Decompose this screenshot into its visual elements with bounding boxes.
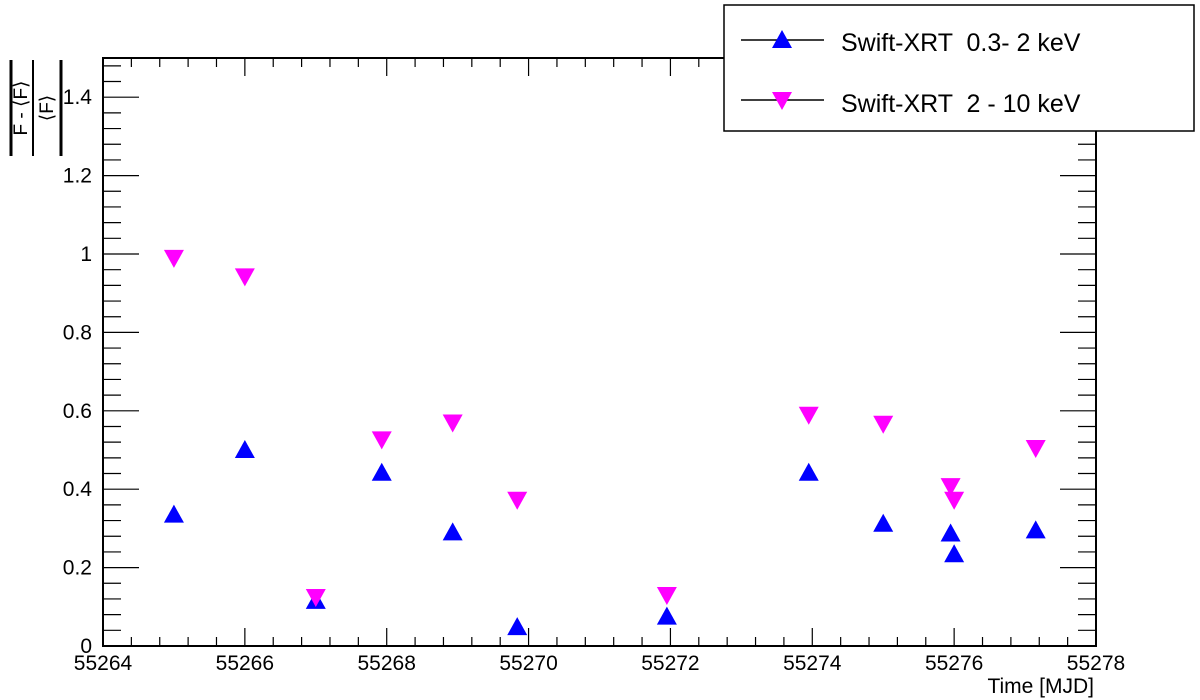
legend-box [723,4,1195,132]
x-tick-label: 55264 [74,652,133,675]
y-axis-label: F - ⟨F⟩ ⟨F⟩ [11,60,58,156]
soft-band-marker [163,504,184,523]
soft-band-marker [442,522,463,541]
x-tick-label: 55274 [783,652,842,675]
x-tick-label: 55278 [1067,652,1125,675]
y-axis-label-denominator: ⟨F⟩ [37,95,58,121]
y-tick-label: 0.8 [63,321,92,344]
x-tick-label: 55270 [499,652,557,675]
hard-band-marker [305,589,326,607]
data-markers [163,249,1046,636]
x-tick-label: 55268 [358,652,416,675]
soft-band-marker [656,606,677,625]
x-axis-tick-labels: 55264 55266 55268 55270 55272 55274 55276 55278 [74,652,1125,675]
soft-band-marker [944,544,965,563]
y-tick-label: 0.6 [63,400,92,423]
hard-band-marker [798,406,819,425]
hard-band-marker [234,268,255,287]
hard-band-marker [371,431,392,450]
y-tick-label: 0.4 [63,478,93,501]
y-axis-tick-labels: 0 0.2 0.4 0.6 0.8 1 1.2 1.4 [63,86,93,658]
hard-band-marker [873,415,894,434]
soft-band-marker [507,617,528,636]
y-tick-label: 1.4 [63,86,93,109]
y-tick-label: 0.2 [63,557,92,580]
y-axis-label-numerator: F - ⟨F⟩ [11,81,32,136]
soft-band-marker [1025,520,1046,539]
y-tick-label: 1.2 [63,165,92,188]
soft-band-marker [234,440,255,458]
legend-marker-hard [772,92,792,110]
soft-band-marker [940,523,961,542]
x-tick-label: 55276 [925,652,983,675]
hard-band-marker [1025,440,1046,459]
x-tick-label: 55266 [216,652,274,675]
x-tick-label: 55272 [641,652,699,675]
y-tick-label: 1 [80,243,92,266]
legend: Swift-XRT 0.3- 2 keV Swift-XRT 2 - 10 ke… [723,4,1195,132]
plot-frame [102,57,1097,647]
hard-band-marker [940,478,961,497]
hard-band-marker [656,587,677,606]
legend-label-soft: Swift-XRT 0.3- 2 keV [841,29,1081,57]
hard-band-marker [944,491,965,510]
y-tick-label: 0 [80,635,92,658]
hard-band-marker [163,249,184,268]
legend-label-hard: Swift-XRT 2 - 10 keV [841,90,1081,118]
legend-marker-soft [772,30,792,48]
hard-band-marker [507,491,528,510]
soft-band-marker [873,513,894,532]
x-axis-label: Time [MJD] [987,675,1094,698]
soft-band-marker [371,462,392,481]
soft-band-marker [798,462,819,481]
hard-band-marker [442,414,463,433]
